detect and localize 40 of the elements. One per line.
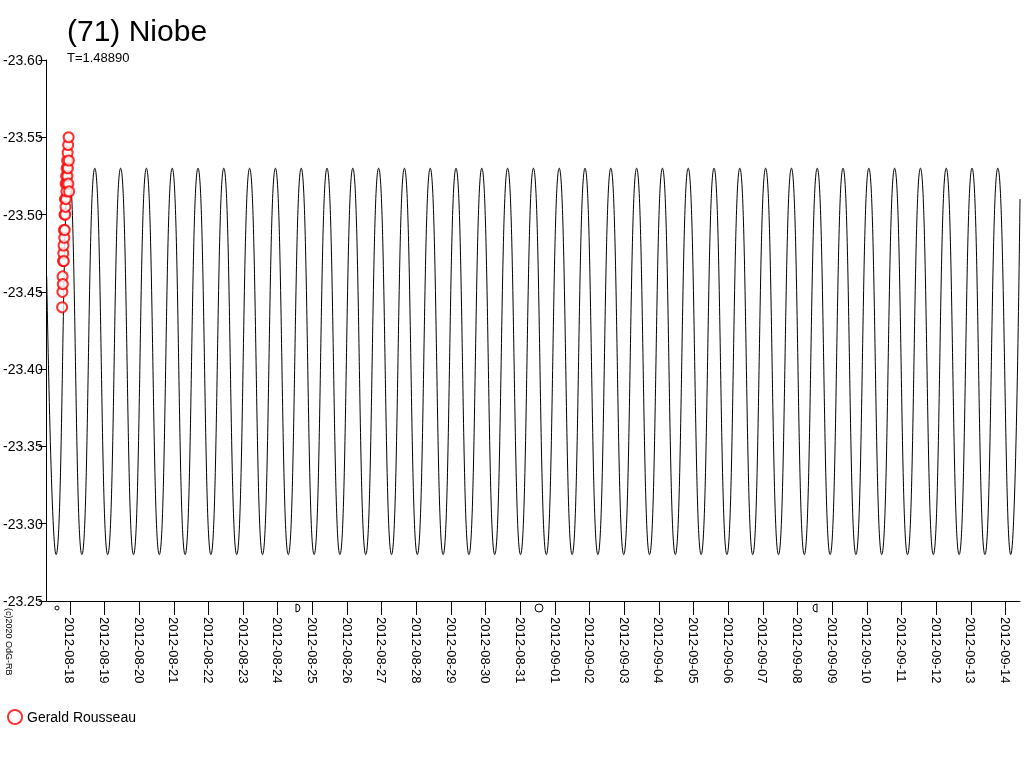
y-tick-label: -23.35 [2,438,43,455]
x-tick-label: 2012-09-14 [998,617,1014,684]
y-tick-label: -23.60 [2,52,43,68]
x-tick-label: 2012-08-24 [270,617,286,684]
y-tick-label: -23.40 [2,361,43,378]
x-tick-label: 2012-09-05 [686,617,702,684]
x-tick-label: 2012-09-04 [651,617,667,684]
x-tick-label: 2012-09-02 [582,617,598,684]
x-tick-label: 2012-08-21 [166,617,182,684]
chart-subtitle: T=1.48890 [67,50,130,65]
x-tick-label: 2012-09-08 [790,617,806,684]
x-tick-label: 2012-08-23 [235,617,251,684]
x-tick-label: 2012-09-11 [894,617,910,683]
x-tick-label: 2012-09-07 [755,617,771,684]
x-tick-label: 2012-09-10 [859,617,875,684]
text: (c)2020 OdG-RB [3,608,14,676]
y-tick-label: -23.50 [2,206,43,223]
x-tick-label: 2012-08-19 [96,617,112,684]
y-tick-label: -23.30 [2,515,43,532]
x-tick-label: 2012-08-27 [374,617,390,684]
x-tick-label: 2012-08-28 [408,617,424,684]
x-tick-label: 2012-08-25 [304,617,320,684]
x-tick-label: 2012-08-30 [478,617,494,684]
x-tick-label: 2012-09-09 [824,617,840,684]
legend-label: Gerald Rousseau [27,709,136,725]
x-tick-label: 2012-08-31 [512,617,528,684]
x-tick-label: 2012-08-18 [62,617,78,684]
x-tick-label: 2012-09-12 [928,617,944,684]
chart-title: (71) Niobe [67,13,208,47]
x-tick-label: 2012-08-22 [200,617,216,684]
x-tick-label: 2012-08-20 [131,617,147,684]
x-tick-label: 2012-09-01 [547,617,563,684]
x-tick-label: 2012-09-06 [720,617,736,684]
x-tick-label: 2012-08-26 [339,617,355,684]
y-tick-label: -23.45 [2,283,43,300]
y-tick-label: -23.55 [2,129,43,146]
x-tick-label: 2012-08-29 [443,617,459,684]
y-tick-label: -23.25 [2,593,43,609]
x-tick-label: 2012-09-13 [963,617,979,684]
x-tick-label: 2012-09-03 [616,617,632,684]
